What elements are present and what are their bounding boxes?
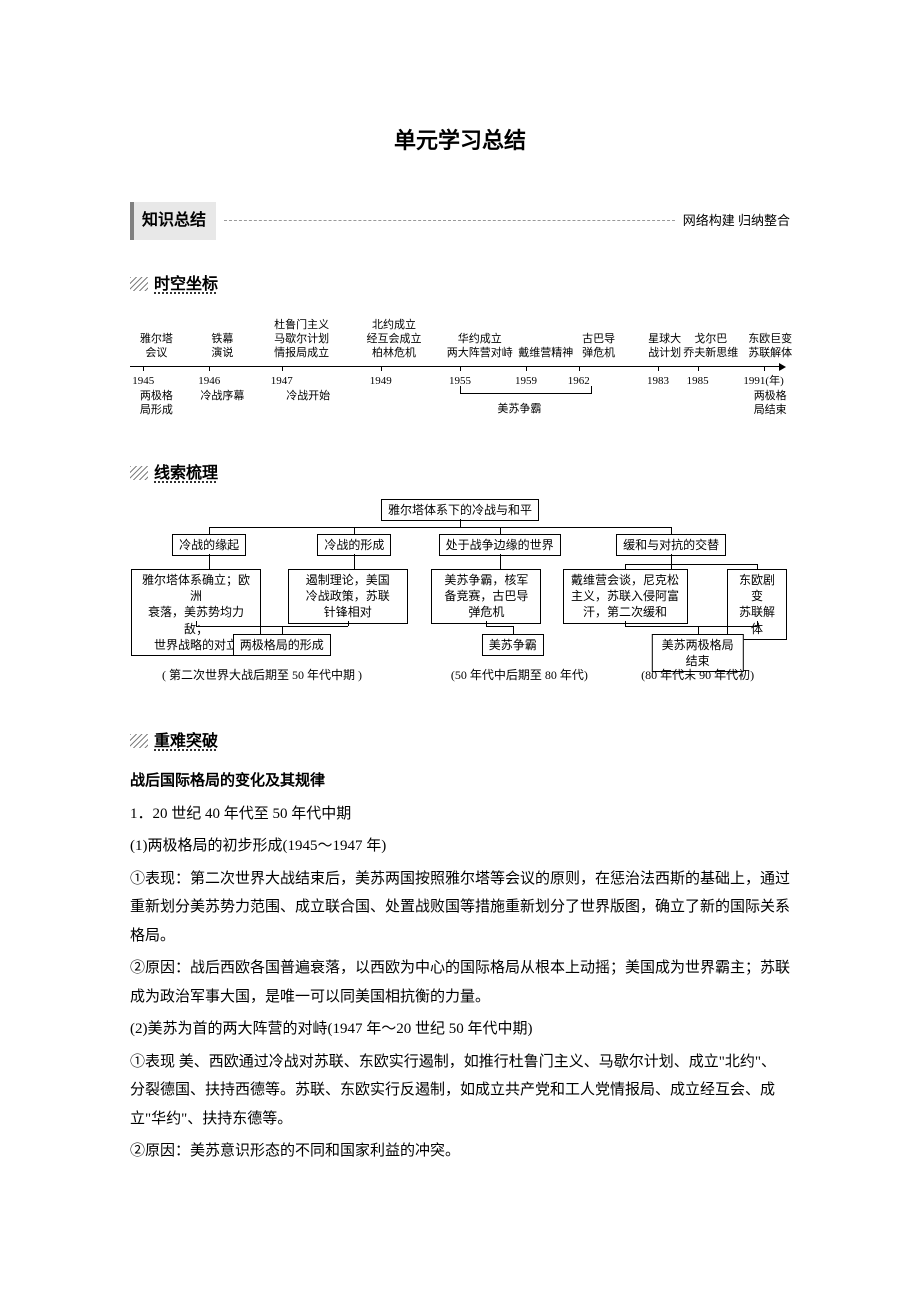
- concept-line: [625, 564, 757, 565]
- concept-line: [209, 527, 671, 528]
- concept-note: (80 年代末 90 年代初): [641, 664, 754, 687]
- hatch-icon: [130, 466, 148, 480]
- timeline-event-above: 杜鲁门主义马歇尔计划情报局成立: [274, 318, 329, 361]
- concept-line: [348, 621, 349, 626]
- concept-box: 雅尔塔体系下的冷战与和平: [381, 499, 539, 521]
- concept-line: [196, 626, 348, 627]
- body-p3: ①表现：第二次世界大战结束后，美苏两国按照雅尔塔等会议的原则，在惩治法西斯的基础…: [130, 865, 790, 951]
- timeline-year: 1985: [687, 371, 709, 392]
- concept-line: [460, 519, 461, 527]
- page-title: 单元学习总结: [130, 120, 790, 162]
- timeline-event-above: 星球大战计划: [648, 332, 681, 361]
- timeline-axis: [130, 366, 780, 367]
- concept-box: 戴维营会谈，尼克松主义，苏联入侵阿富汗，第二次缓和: [563, 569, 688, 624]
- concept-line: [625, 626, 757, 627]
- timeline-event-above: 铁幕演说: [211, 332, 233, 361]
- section-header: 知识总结 网络构建 归纳整合: [130, 202, 790, 240]
- concept-box: 遏制理论，美国冷战政策，苏联针锋相对: [288, 569, 408, 624]
- concept-box: 美苏争霸，核军备竞赛，古巴导弹危机: [431, 569, 541, 624]
- concept-box: 处于战争边缘的世界: [439, 534, 561, 556]
- timeline-year: 1983: [647, 371, 669, 392]
- body-p5: (2)美苏为首的两大阵营的对峙(1947 年～20 世纪 50 年代中期): [130, 1015, 790, 1044]
- section-sub: 网络构建 归纳整合: [683, 209, 790, 234]
- timeline-year: 1949: [370, 371, 392, 392]
- concept-note: ( 第二次世界大战后期至 50 年代中期 ): [162, 664, 362, 687]
- timeline-event-below: 冷战序幕: [200, 389, 244, 403]
- concept-box: 东欧剧变苏联解体: [727, 569, 787, 640]
- concept-box: 冷战的缘起: [172, 534, 246, 556]
- timeline-event-above: 戈尔巴乔夫新思维: [683, 332, 738, 361]
- sub-heading-text: 重难突破: [154, 727, 218, 757]
- concept-box: 美苏争霸: [482, 634, 544, 656]
- section-dash: [224, 220, 675, 221]
- concept-line: [698, 626, 699, 634]
- timeline-brace: [460, 386, 592, 394]
- body-p4: ②原因：战后西欧各国普遍衰落，以西欧为中心的国际格局从根本上动摇；美国成为世界霸…: [130, 954, 790, 1011]
- timeline-event-below: 两极格局结束: [754, 389, 787, 418]
- body-p6: ①表现 美、西欧通过冷战对苏联、东欧实行遏制，如推行杜鲁门主义、马歇尔计划、成立…: [130, 1048, 790, 1134]
- timeline-event-above: 戴维营精神: [518, 346, 573, 360]
- concept-line: [671, 527, 672, 534]
- concept-note: (50 年代中后期至 80 年代): [451, 664, 588, 687]
- timeline-event-above: 东欧巨变苏联解体: [748, 332, 792, 361]
- concept-line: [209, 554, 210, 569]
- timeline-event-below: 冷战开始: [286, 389, 330, 403]
- concept-line: [671, 554, 672, 569]
- concept-box: 冷战的形成: [317, 534, 391, 556]
- concept-line: [354, 527, 355, 534]
- concept-line: [196, 621, 197, 626]
- concept-box: 缓和与对抗的交替: [616, 534, 726, 556]
- concept-line: [209, 527, 210, 534]
- body-p2: (1)两极格局的初步形成(1945～1947 年): [130, 832, 790, 861]
- timeline-event-above: 华约成立两大阵营对峙: [447, 332, 513, 361]
- timeline-event-above: 雅尔塔会议: [140, 332, 173, 361]
- concept-box: 两极格局的形成: [233, 634, 331, 656]
- sub-heading-1: 时空坐标: [130, 270, 790, 300]
- hatch-icon: [130, 734, 148, 748]
- timeline-event-above: 古巴导弹危机: [582, 332, 615, 361]
- concept-line: [513, 626, 514, 634]
- sub-heading-3: 重难突破: [130, 727, 790, 757]
- concept-line: [500, 527, 501, 534]
- concept-line: [354, 554, 355, 569]
- body-p7: ②原因：美苏意识形态的不同和国家利益的冲突。: [130, 1137, 790, 1166]
- sub-heading-text: 线索梳理: [154, 459, 218, 489]
- section-label: 知识总结: [130, 202, 216, 240]
- timeline-event-above: 北约成立经互会成立柏林危机: [367, 318, 422, 361]
- timeline-brace-label: 美苏争霸: [497, 399, 541, 420]
- concept-line: [625, 621, 626, 626]
- concept-map: 雅尔塔体系下的冷战与和平冷战的缘起冷战的形成处于战争边缘的世界缓和与对抗的交替雅…: [130, 499, 790, 709]
- sub-heading-2: 线索梳理: [130, 459, 790, 489]
- timeline-diagram: 1945194619471949195519591962198319851991…: [130, 311, 790, 441]
- concept-line: [282, 626, 283, 634]
- concept-line: [757, 621, 758, 626]
- concept-line: [500, 554, 501, 569]
- body-p1: 1．20 世纪 40 年代至 50 年代中期: [130, 800, 790, 829]
- concept-line: [486, 626, 512, 627]
- hatch-icon: [130, 277, 148, 291]
- sub-heading-text: 时空坐标: [154, 270, 218, 300]
- timeline-event-below: 两极格局形成: [140, 389, 173, 418]
- body-heading: 战后国际格局的变化及其规律: [130, 767, 790, 796]
